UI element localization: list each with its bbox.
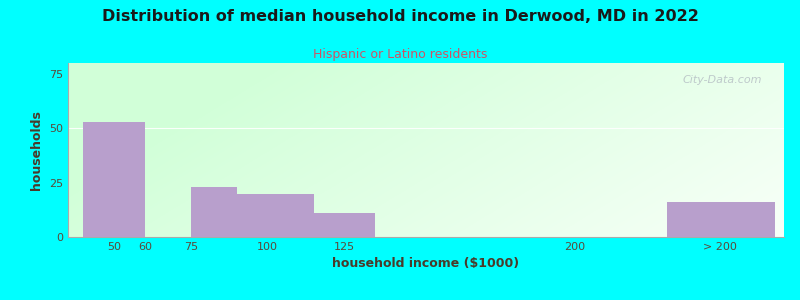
- Bar: [667, 202, 774, 237]
- Bar: [83, 122, 145, 237]
- Text: City-Data.com: City-Data.com: [683, 75, 762, 85]
- Text: Hispanic or Latino residents: Hispanic or Latino residents: [313, 48, 487, 61]
- Bar: [191, 187, 237, 237]
- Y-axis label: households: households: [30, 110, 43, 190]
- X-axis label: household income ($1000): household income ($1000): [333, 257, 519, 270]
- Text: Distribution of median household income in Derwood, MD in 2022: Distribution of median household income …: [102, 9, 698, 24]
- Bar: [314, 213, 375, 237]
- Bar: [237, 194, 314, 237]
